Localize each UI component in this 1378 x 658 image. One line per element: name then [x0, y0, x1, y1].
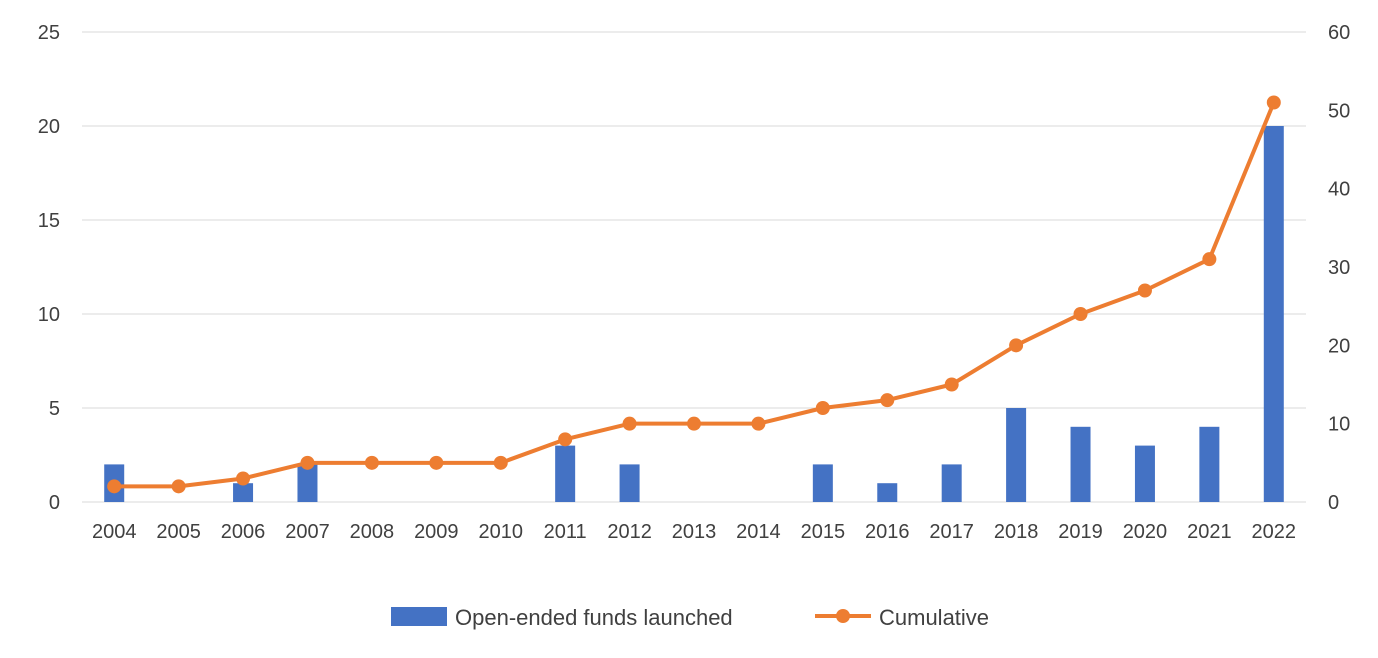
line-series — [107, 95, 1281, 494]
bar — [1199, 426, 1220, 502]
axis-labels: 0 5 10 15 20 25 0 10 20 30 40 50 60 2004 2005 2006 2007 2… — [38, 22, 1351, 543]
line-point — [493, 455, 508, 470]
y-left-tick-label: 20 — [38, 116, 60, 138]
x-tick-label: 2020 — [1123, 521, 1168, 543]
line-point — [687, 416, 701, 431]
y-right-tick-label: 0 — [1328, 492, 1339, 514]
x-tick-label: 2019 — [1058, 521, 1103, 543]
bar — [233, 483, 254, 502]
y-left-tick-label: 15 — [38, 210, 60, 232]
x-tick-label: 2018 — [994, 521, 1039, 543]
bar — [1006, 408, 1027, 502]
bar — [941, 464, 962, 502]
x-tick-label: 2016 — [865, 521, 910, 543]
bar — [619, 464, 640, 502]
bar — [297, 464, 318, 502]
line-point — [1266, 95, 1281, 110]
line-point — [300, 455, 315, 470]
bar — [555, 445, 576, 502]
line-point — [236, 471, 251, 486]
line-point — [944, 377, 959, 392]
bar — [1263, 126, 1284, 502]
x-tick-label: 2010 — [478, 521, 523, 543]
bar — [1070, 426, 1091, 502]
y-right-tick-label: 10 — [1328, 414, 1350, 436]
x-tick-label: 2007 — [285, 521, 330, 543]
line-point — [107, 479, 122, 494]
x-tick-label: 2022 — [1252, 521, 1297, 543]
line-point — [558, 432, 573, 447]
line-point — [751, 416, 766, 431]
line-point — [364, 455, 379, 470]
line-point — [880, 393, 895, 408]
x-tick-label: 2004 — [92, 521, 137, 543]
line-point — [1073, 307, 1088, 321]
y-left-tick-label: 25 — [38, 22, 60, 44]
legend-line-marker — [836, 609, 850, 623]
y-right-tick-label: 20 — [1328, 335, 1350, 357]
line-point — [171, 479, 186, 494]
y-right-tick-label: 30 — [1328, 257, 1350, 279]
line-point — [815, 401, 830, 415]
bar-series — [104, 126, 1284, 502]
x-tick-label: 2012 — [607, 521, 652, 543]
x-tick-label: 2005 — [156, 521, 201, 543]
y-right-tick-label: 60 — [1328, 22, 1350, 44]
line-point — [1009, 338, 1024, 353]
legend-bar-label: Open-ended funds launched — [455, 605, 733, 630]
x-tick-label: 2011 — [544, 521, 587, 543]
legend-bar-swatch — [391, 607, 447, 626]
bar — [877, 483, 898, 502]
y-left-tick-label: 5 — [49, 398, 60, 420]
line-point — [1202, 252, 1217, 267]
line-point — [622, 416, 637, 431]
y-left-tick-label: 10 — [38, 304, 60, 326]
bar — [812, 464, 833, 502]
y-right-tick-label: 50 — [1328, 100, 1350, 122]
legend: Open-ended funds launched Cumulative — [391, 605, 989, 630]
x-tick-label: 2006 — [221, 521, 266, 543]
line-point — [429, 455, 444, 470]
x-tick-label: 2009 — [414, 521, 459, 543]
x-tick-label: 2021 — [1187, 521, 1232, 543]
x-tick-label: 2014 — [736, 521, 781, 543]
y-left-tick-label: 0 — [49, 492, 60, 514]
gridlines — [82, 31, 1306, 503]
x-tick-label: 2013 — [672, 521, 717, 543]
legend-line-label: Cumulative — [879, 605, 989, 630]
x-tick-label: 2017 — [929, 521, 974, 543]
bar — [1134, 445, 1155, 502]
x-tick-label: 2015 — [801, 521, 846, 543]
y-right-tick-label: 40 — [1328, 179, 1350, 201]
x-tick-label: 2008 — [350, 521, 395, 543]
line-point — [1137, 283, 1152, 298]
